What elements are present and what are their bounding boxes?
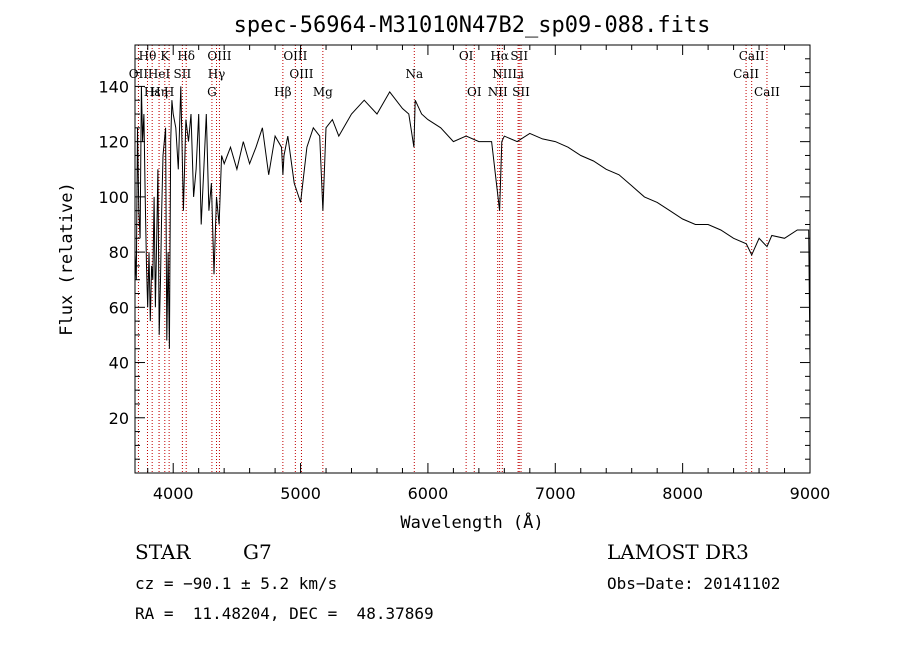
y-tick-label-3: 80 bbox=[109, 243, 129, 262]
y-tick-label-1: 40 bbox=[109, 354, 129, 373]
line-label-8: CaII bbox=[739, 49, 765, 63]
survey-name: LAMOST DR3 bbox=[607, 540, 749, 564]
chart-title: spec-56964-M31010N47B2_sp09-088.fits bbox=[234, 13, 711, 38]
spectral-line-markers bbox=[137, 45, 768, 473]
x-tick-label-4: 8000 bbox=[662, 484, 703, 503]
redshift-cz: cz = −90.1 ± 5.2 km/s bbox=[135, 574, 338, 593]
plot-frame bbox=[134, 44, 811, 474]
line-label-20: H bbox=[164, 85, 174, 99]
object-subclass: G7 bbox=[243, 540, 272, 564]
line-label-5: OI bbox=[459, 49, 474, 63]
line-label-12: Hγ bbox=[208, 67, 226, 81]
line-label-9: OII bbox=[129, 67, 149, 81]
object-class: STAR bbox=[135, 540, 191, 564]
x-tick-label-1: 5000 bbox=[280, 484, 321, 503]
line-label-25: NII bbox=[488, 85, 508, 99]
line-label-1: K bbox=[160, 49, 170, 63]
y-axis: 20 40 60 80 100 120 140 bbox=[98, 58, 810, 460]
line-label-19: Hη bbox=[150, 85, 168, 99]
line-label-23: Mg bbox=[313, 85, 333, 99]
y-tick-label-0: 20 bbox=[109, 409, 129, 428]
line-label-0: Hθ bbox=[139, 49, 157, 63]
x-tick-label-0: 4000 bbox=[153, 484, 194, 503]
line-label-21: G bbox=[207, 85, 217, 99]
line-label-2: Hδ bbox=[177, 49, 195, 63]
line-label-3: OIII bbox=[207, 49, 231, 63]
x-tick-label-3: 7000 bbox=[535, 484, 576, 503]
x-tick-label-5: 9000 bbox=[790, 484, 831, 503]
line-label-14: Na bbox=[405, 67, 423, 81]
line-label-7: SII bbox=[510, 49, 528, 63]
y-tick-label-4: 100 bbox=[98, 188, 129, 207]
line-label-15: NII bbox=[492, 67, 512, 81]
line-label-26: SII bbox=[512, 85, 530, 99]
line-label-10: HeI bbox=[148, 67, 171, 81]
line-label-4: OIII bbox=[283, 49, 307, 63]
x-axis: 4000 5000 6000 7000 8000 9000 bbox=[147, 45, 831, 503]
line-label-13: OIII bbox=[289, 67, 313, 81]
x-tick-label-2: 6000 bbox=[408, 484, 449, 503]
line-label-18: Hε bbox=[144, 85, 161, 99]
spectrum-series-line bbox=[134, 86, 811, 363]
line-label-17: CaII bbox=[733, 67, 759, 81]
y-tick-label-2: 60 bbox=[109, 298, 129, 317]
line-label-11: SII bbox=[174, 67, 192, 81]
y-axis-label: Flux (relative) bbox=[57, 182, 77, 336]
x-axis-label: Wavelength (Å) bbox=[400, 511, 543, 533]
y-tick-label-5: 120 bbox=[98, 133, 129, 152]
line-label-6: Hα bbox=[490, 49, 509, 63]
line-label-27: CaII bbox=[754, 85, 780, 99]
line-label-16: Li bbox=[512, 67, 524, 81]
coordinates: RA = 11.48204, DEC = 48.37869 bbox=[135, 604, 434, 623]
y-tick-label-6: 140 bbox=[98, 77, 129, 96]
observation-date: Obs−Date: 20141102 bbox=[607, 574, 781, 593]
line-label-22: Hβ bbox=[274, 85, 291, 99]
line-label-24: OI bbox=[467, 85, 482, 99]
